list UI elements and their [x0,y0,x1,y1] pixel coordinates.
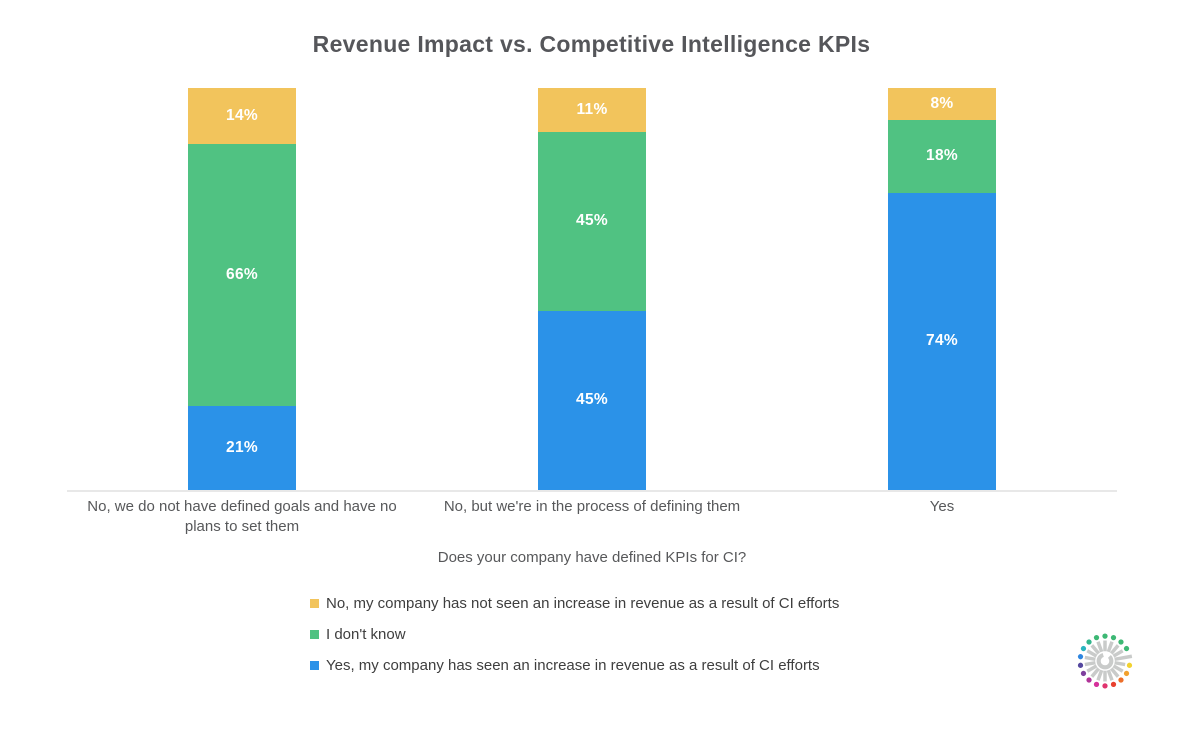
stacked-bar-3: 8% 18% 74% [888,88,996,490]
bar-slot: 11% 45% 45% [417,88,767,490]
bar-value-label: 66% [226,266,258,284]
stacked-bar-1: 14% 66% 21% [188,88,296,490]
crayon-burst-logo-icon [1077,633,1133,689]
bar-segment: 11% [538,88,646,132]
legend: No, my company has not seen an increase … [310,595,839,674]
legend-item-no-increase: No, my company has not seen an increase … [310,595,839,612]
bar-segment: 45% [538,310,646,490]
bar-value-label: 21% [226,439,258,457]
legend-label: Yes, my company has seen an increase in … [326,657,820,674]
category-label-1: No, we do not have defined goals and hav… [87,498,397,535]
legend-swatch-blue [310,661,319,670]
bar-slot: 8% 18% 74% [767,88,1117,490]
bar-segment: 18% [888,120,996,193]
legend-label: I don't know [326,626,406,643]
legend-item-dont-know: I don't know [310,626,839,643]
plot-area: 14% 66% 21% 11% 45% 45% 8% 18% 74% [67,88,1117,492]
bar-segment: 8% [888,88,996,121]
bar-segment: 74% [888,192,996,490]
bar-value-label: 8% [930,95,954,113]
legend-swatch-yellow [310,599,319,608]
bar-value-label: 18% [926,147,958,165]
bar-segment: 21% [188,406,296,490]
stacked-bar-2: 11% 45% 45% [538,88,646,490]
x-axis-title: Does your company have defined KPIs for … [437,549,747,566]
x-axis-category-labels: No, we do not have defined goals and hav… [67,497,1117,537]
bar-slot: 14% 66% 21% [67,88,417,490]
bar-segment: 14% [188,88,296,144]
legend-swatch-green [310,630,319,639]
bar-value-label: 45% [576,391,608,409]
category-label-2: No, but we're in the process of defining… [443,498,741,515]
bar-value-label: 11% [576,100,608,118]
bar-value-label: 14% [226,106,258,124]
bar-segment: 45% [538,131,646,311]
legend-label: No, my company has not seen an increase … [326,595,840,612]
bar-segment: 66% [188,143,296,407]
chart-title: Revenue Impact vs. Competitive Intellige… [312,31,871,57]
bar-value-label: 45% [576,212,608,230]
legend-item-yes-increase: Yes, my company has seen an increase in … [310,657,839,674]
category-label-3: Yes [929,498,955,515]
bar-value-label: 74% [926,332,958,350]
